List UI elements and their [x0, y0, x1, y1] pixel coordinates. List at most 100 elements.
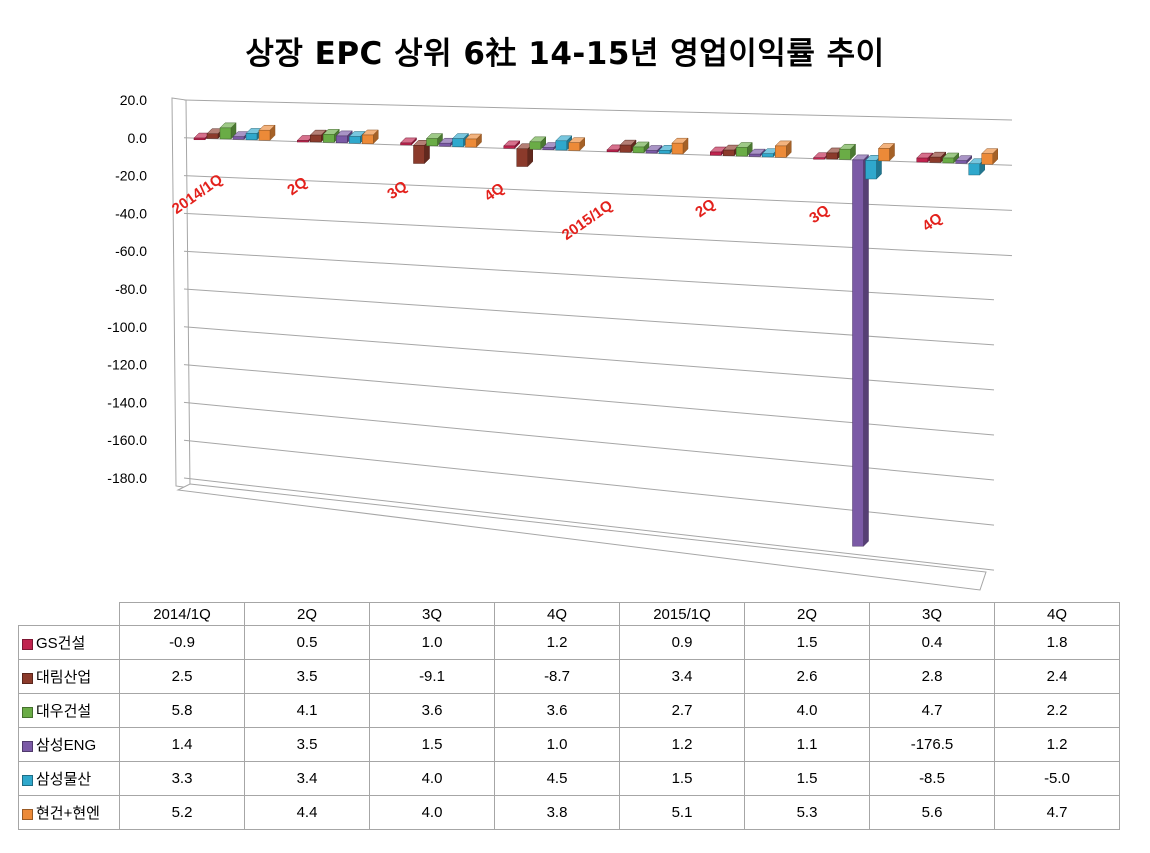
x-tick-label: 4Q	[481, 179, 507, 205]
table-row: 삼성물산 3.3 3.4 4.0 4.5 1.5 1.5 -8.5 -5.0	[18, 761, 1120, 796]
table-cell: 5.8	[119, 693, 245, 728]
table-cell: 4.0	[369, 795, 495, 830]
table-cell: 3.5	[244, 659, 370, 694]
bar	[555, 135, 573, 151]
x-tick-label: 2Q	[692, 195, 718, 221]
bar	[748, 148, 766, 158]
table-cell: 1.2	[619, 727, 745, 762]
bar	[503, 140, 521, 149]
gridline	[183, 175, 1013, 211]
gridline	[183, 477, 995, 571]
bar	[929, 151, 947, 164]
table-cell: 1.5	[369, 727, 495, 762]
table-cell: 4.4	[244, 795, 370, 830]
gridlines	[171, 97, 1013, 591]
legend-label: 현건+현엔	[36, 805, 100, 822]
table-cell: 3.3	[119, 761, 245, 796]
bar	[568, 137, 586, 152]
bar	[516, 143, 534, 168]
table-cell: 1.2	[494, 625, 620, 660]
table-cell: 0.9	[619, 625, 745, 660]
gridline	[183, 401, 995, 481]
bar	[955, 155, 973, 164]
bar	[322, 128, 340, 143]
table-row: 현건+현엔 5.2 4.4 4.0 3.8 5.1 5.3 5.6 4.7	[18, 795, 1120, 830]
side-wall	[171, 97, 191, 489]
bar	[774, 140, 792, 158]
bar	[425, 132, 444, 147]
legend-swatch	[22, 774, 33, 786]
legend-label: GS건설	[36, 635, 86, 652]
x-tick-label: 2Q	[284, 173, 310, 199]
gridline	[183, 364, 995, 436]
table-row: 대우건설 5.8 4.1 3.6 3.6 2.7 4.0 4.7 2.2	[18, 693, 1120, 728]
table-cell: 5.3	[744, 795, 870, 830]
table-cell: 4.0	[744, 693, 870, 728]
table-row: GS건설 -0.9 0.5 1.0 1.2 0.9 1.5 0.4 1.8	[18, 625, 1120, 660]
table-cell: 1.0	[494, 727, 620, 762]
legend-entry: 삼성ENG	[18, 727, 120, 762]
bars	[193, 122, 999, 547]
y-tick-label: -60.0	[115, 243, 147, 259]
y-tick-label: -80.0	[115, 281, 147, 297]
table-cell: -9.1	[369, 659, 495, 694]
table-cell: -8.7	[494, 659, 620, 694]
table-cell: 4.5	[494, 761, 620, 796]
bar	[942, 152, 960, 164]
x-tick-label: 2015/1Q	[559, 197, 616, 244]
legend-swatch	[22, 672, 33, 684]
bar	[399, 137, 418, 146]
chart-title: 상장 EPC 상위 6社 14-15년 영업이익률 추이	[245, 36, 885, 72]
table-cell: -5.0	[994, 761, 1120, 796]
legend-swatch	[22, 706, 33, 718]
legend-swatch	[22, 638, 33, 650]
table-column-header: 2Q	[744, 602, 870, 626]
legend-entry: 삼성물산	[18, 761, 120, 796]
y-tick-label: 20.0	[120, 92, 147, 108]
bar	[258, 124, 276, 141]
x-tick-label: 4Q	[919, 209, 945, 235]
table-column-header: 3Q	[869, 602, 995, 626]
table-cell: 4.7	[869, 693, 995, 728]
y-tick-label: -40.0	[115, 205, 147, 221]
y-tick-label: 0.0	[128, 130, 148, 146]
chart-plot: 20.0 0.0 -20.0 -40.0 -60.0 -80.0 -100.0 -120.0 -…	[107, 92, 1013, 591]
table-column-header: 2Q	[244, 602, 370, 626]
table-cell: -0.9	[119, 625, 245, 660]
table-cell: 3.6	[494, 693, 620, 728]
table-cell: 3.4	[619, 659, 745, 694]
table-cell: 2.4	[994, 659, 1120, 694]
bar	[735, 141, 753, 157]
legend-swatch	[22, 808, 33, 820]
gridline	[183, 250, 995, 301]
table-column-header: 4Q	[494, 602, 620, 626]
table-cell: -8.5	[869, 761, 995, 796]
legend-entry: 대림산업	[18, 659, 120, 694]
table-cell: 1.5	[744, 625, 870, 660]
bar	[981, 148, 999, 165]
gridline	[183, 439, 995, 526]
table-cell: 2.2	[994, 693, 1120, 728]
table-cell: 2.6	[744, 659, 870, 694]
table-cell: 1.0	[369, 625, 495, 660]
y-tick-label: -120.0	[107, 357, 147, 373]
x-tick-label: 3Q	[384, 177, 410, 203]
table-cell: 1.1	[744, 727, 870, 762]
bar	[361, 129, 379, 145]
legend-label: 삼성ENG	[36, 737, 97, 754]
table-cell: 3.4	[244, 761, 370, 796]
table-cell: 3.6	[369, 693, 495, 728]
table-corner	[18, 602, 120, 626]
table-column-header: 3Q	[369, 602, 495, 626]
table-cell: 0.5	[244, 625, 370, 660]
table-cell: 3.8	[494, 795, 620, 830]
table-cell: 5.6	[869, 795, 995, 830]
y-tick-label: -160.0	[107, 432, 147, 448]
x-tick-label: 3Q	[806, 201, 832, 227]
table-column-header: 2015/1Q	[619, 602, 745, 626]
floor	[176, 483, 987, 591]
table-cell: 1.2	[994, 727, 1120, 762]
table-cell: 1.5	[744, 761, 870, 796]
legend-entry: GS건설	[18, 625, 120, 660]
bar	[632, 141, 650, 154]
